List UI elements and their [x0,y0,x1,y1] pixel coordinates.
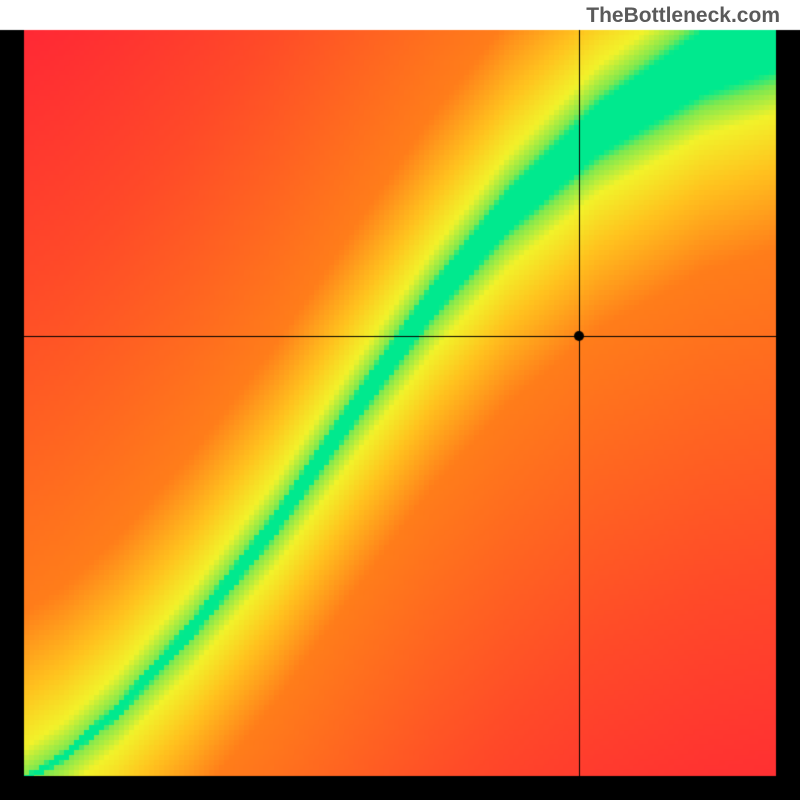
heatmap-canvas [0,0,800,800]
watermark-text: TheBottleneck.com [586,4,780,28]
bottleneck-heatmap-chart: TheBottleneck.com [0,0,800,800]
